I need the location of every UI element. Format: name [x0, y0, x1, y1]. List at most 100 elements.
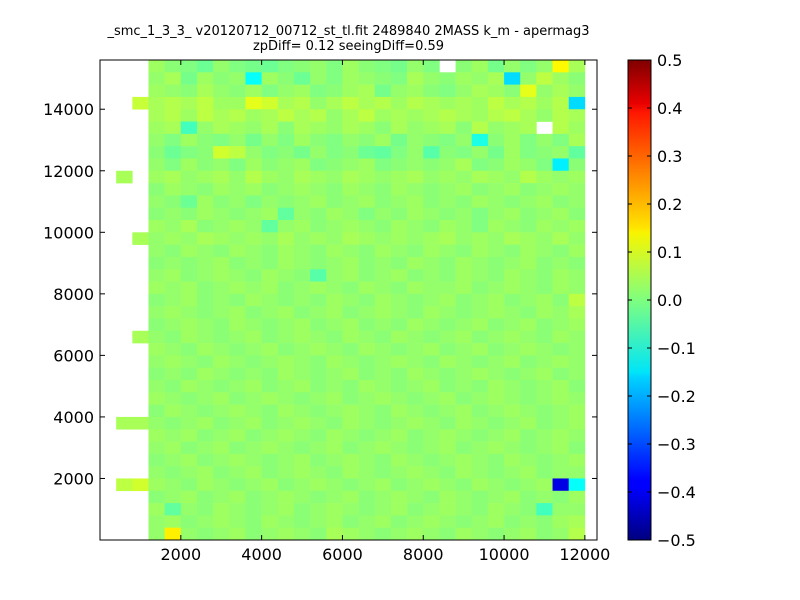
heatmap-cell: [520, 146, 537, 159]
heatmap-cell: [520, 306, 537, 319]
heatmap-cell: [471, 318, 489, 332]
heatmap-cell: [358, 170, 376, 184]
heatmap-cell: [536, 380, 553, 393]
heatmap-cell: [407, 453, 424, 467]
heatmap-cell: [293, 392, 311, 405]
heatmap-cell: [180, 392, 198, 405]
heatmap-cell: [504, 220, 521, 233]
heatmap-cell: [423, 133, 440, 147]
heatmap-cell: [196, 306, 214, 319]
heatmap-cell: [439, 195, 456, 208]
heatmap-cell: [552, 380, 570, 393]
heatmap-cell: [293, 429, 311, 442]
heatmap-cell: [423, 232, 440, 245]
heatmap-cell: [342, 121, 359, 135]
heatmap-cell: [390, 404, 408, 418]
heatmap-cell: [504, 355, 521, 368]
heatmap-cell: [277, 60, 295, 73]
heatmap-cell: [536, 429, 553, 442]
heatmap-cell: [326, 121, 343, 135]
colorbar-tick-label: −0.2: [657, 387, 696, 406]
plot-area-frame: [99, 59, 598, 541]
heatmap-cell: [390, 269, 408, 282]
heatmap-cell: [293, 293, 311, 307]
heatmap-cell: [310, 170, 327, 184]
heatmap-cell: [455, 355, 473, 368]
heatmap-cell: [213, 293, 230, 307]
heatmap-cell: [390, 367, 408, 381]
heatmap-cell: [261, 133, 279, 147]
heatmap-cell: [245, 306, 262, 319]
heatmap-cell: [407, 281, 424, 295]
heatmap-cell: [326, 109, 343, 122]
heatmap-cell: [342, 256, 359, 270]
heatmap-cell: [552, 503, 570, 516]
heatmap-cell: [504, 133, 521, 147]
heatmap-cell: [293, 453, 311, 467]
heatmap-cell: [374, 478, 392, 492]
heatmap-cell: [310, 84, 327, 98]
heatmap-cell: [261, 503, 279, 516]
heatmap-cell: [213, 416, 230, 430]
heatmap-cell: [293, 269, 311, 282]
heatmap-cell: [261, 367, 279, 381]
heatmap-cell: [568, 232, 586, 245]
heatmap-cell: [407, 84, 424, 98]
heatmap-cell: [213, 281, 230, 295]
heatmap-cell: [439, 158, 456, 172]
heatmap-cell: [261, 343, 279, 356]
heatmap-cell: [471, 330, 489, 344]
heatmap-cell: [358, 343, 376, 356]
heatmap-cell: [552, 404, 570, 418]
heatmap-cell: [439, 441, 456, 455]
heatmap-cell: [148, 318, 165, 332]
heatmap-cell: [245, 158, 262, 172]
heatmap-cell: [326, 232, 343, 245]
heatmap-cell: [439, 109, 456, 122]
heatmap-cell: [536, 133, 553, 147]
heatmap-cell: [568, 207, 586, 221]
heatmap-cell: [552, 330, 570, 344]
heatmap-cell: [407, 269, 424, 282]
heatmap-cell: [245, 109, 262, 122]
heatmap-cell: [504, 490, 521, 504]
heatmap-cell: [293, 84, 311, 98]
heatmap-cell: [552, 109, 570, 122]
heatmap-cell: [423, 453, 440, 467]
heatmap-cell: [439, 170, 456, 184]
heatmap-cell: [326, 503, 343, 516]
heatmap-cell: [164, 441, 182, 455]
heatmap-cell: [229, 466, 246, 479]
heatmap-cell: [245, 60, 262, 73]
heatmap-cell: [310, 232, 327, 245]
heatmap-cell: [342, 96, 359, 110]
heatmap-cell: [180, 84, 198, 98]
heatmap-cell: [487, 306, 505, 319]
heatmap-cell: [552, 244, 570, 258]
heatmap-cell: [423, 220, 440, 233]
heatmap-cell: [293, 367, 311, 381]
heatmap-cell: [342, 527, 359, 541]
heatmap-cell: [520, 490, 537, 504]
heatmap-cell: [293, 416, 311, 430]
heatmap-cell: [358, 121, 376, 135]
x-tick-label: 6000: [322, 545, 363, 564]
chart-title-block: _smc_1_3_3_ v20120712_00712_st_tl.fit 24…: [100, 24, 597, 54]
heatmap-cell: [407, 232, 424, 245]
heatmap-cell: [568, 84, 586, 98]
heatmap-cell: [180, 293, 198, 307]
heatmap-cell: [390, 318, 408, 332]
heatmap-cell: [148, 343, 165, 356]
heatmap-cell: [180, 256, 198, 270]
heatmap-cell: [293, 183, 311, 196]
heatmap-cell: [293, 146, 311, 159]
heatmap-cell: [520, 380, 537, 393]
heatmap-cell: [245, 256, 262, 270]
heatmap-cell: [261, 478, 279, 492]
heatmap-cell: [245, 466, 262, 479]
heatmap-cell: [180, 453, 198, 467]
heatmap-cell: [148, 330, 165, 344]
heatmap-cell: [487, 121, 505, 135]
heatmap-cell: [310, 478, 327, 492]
